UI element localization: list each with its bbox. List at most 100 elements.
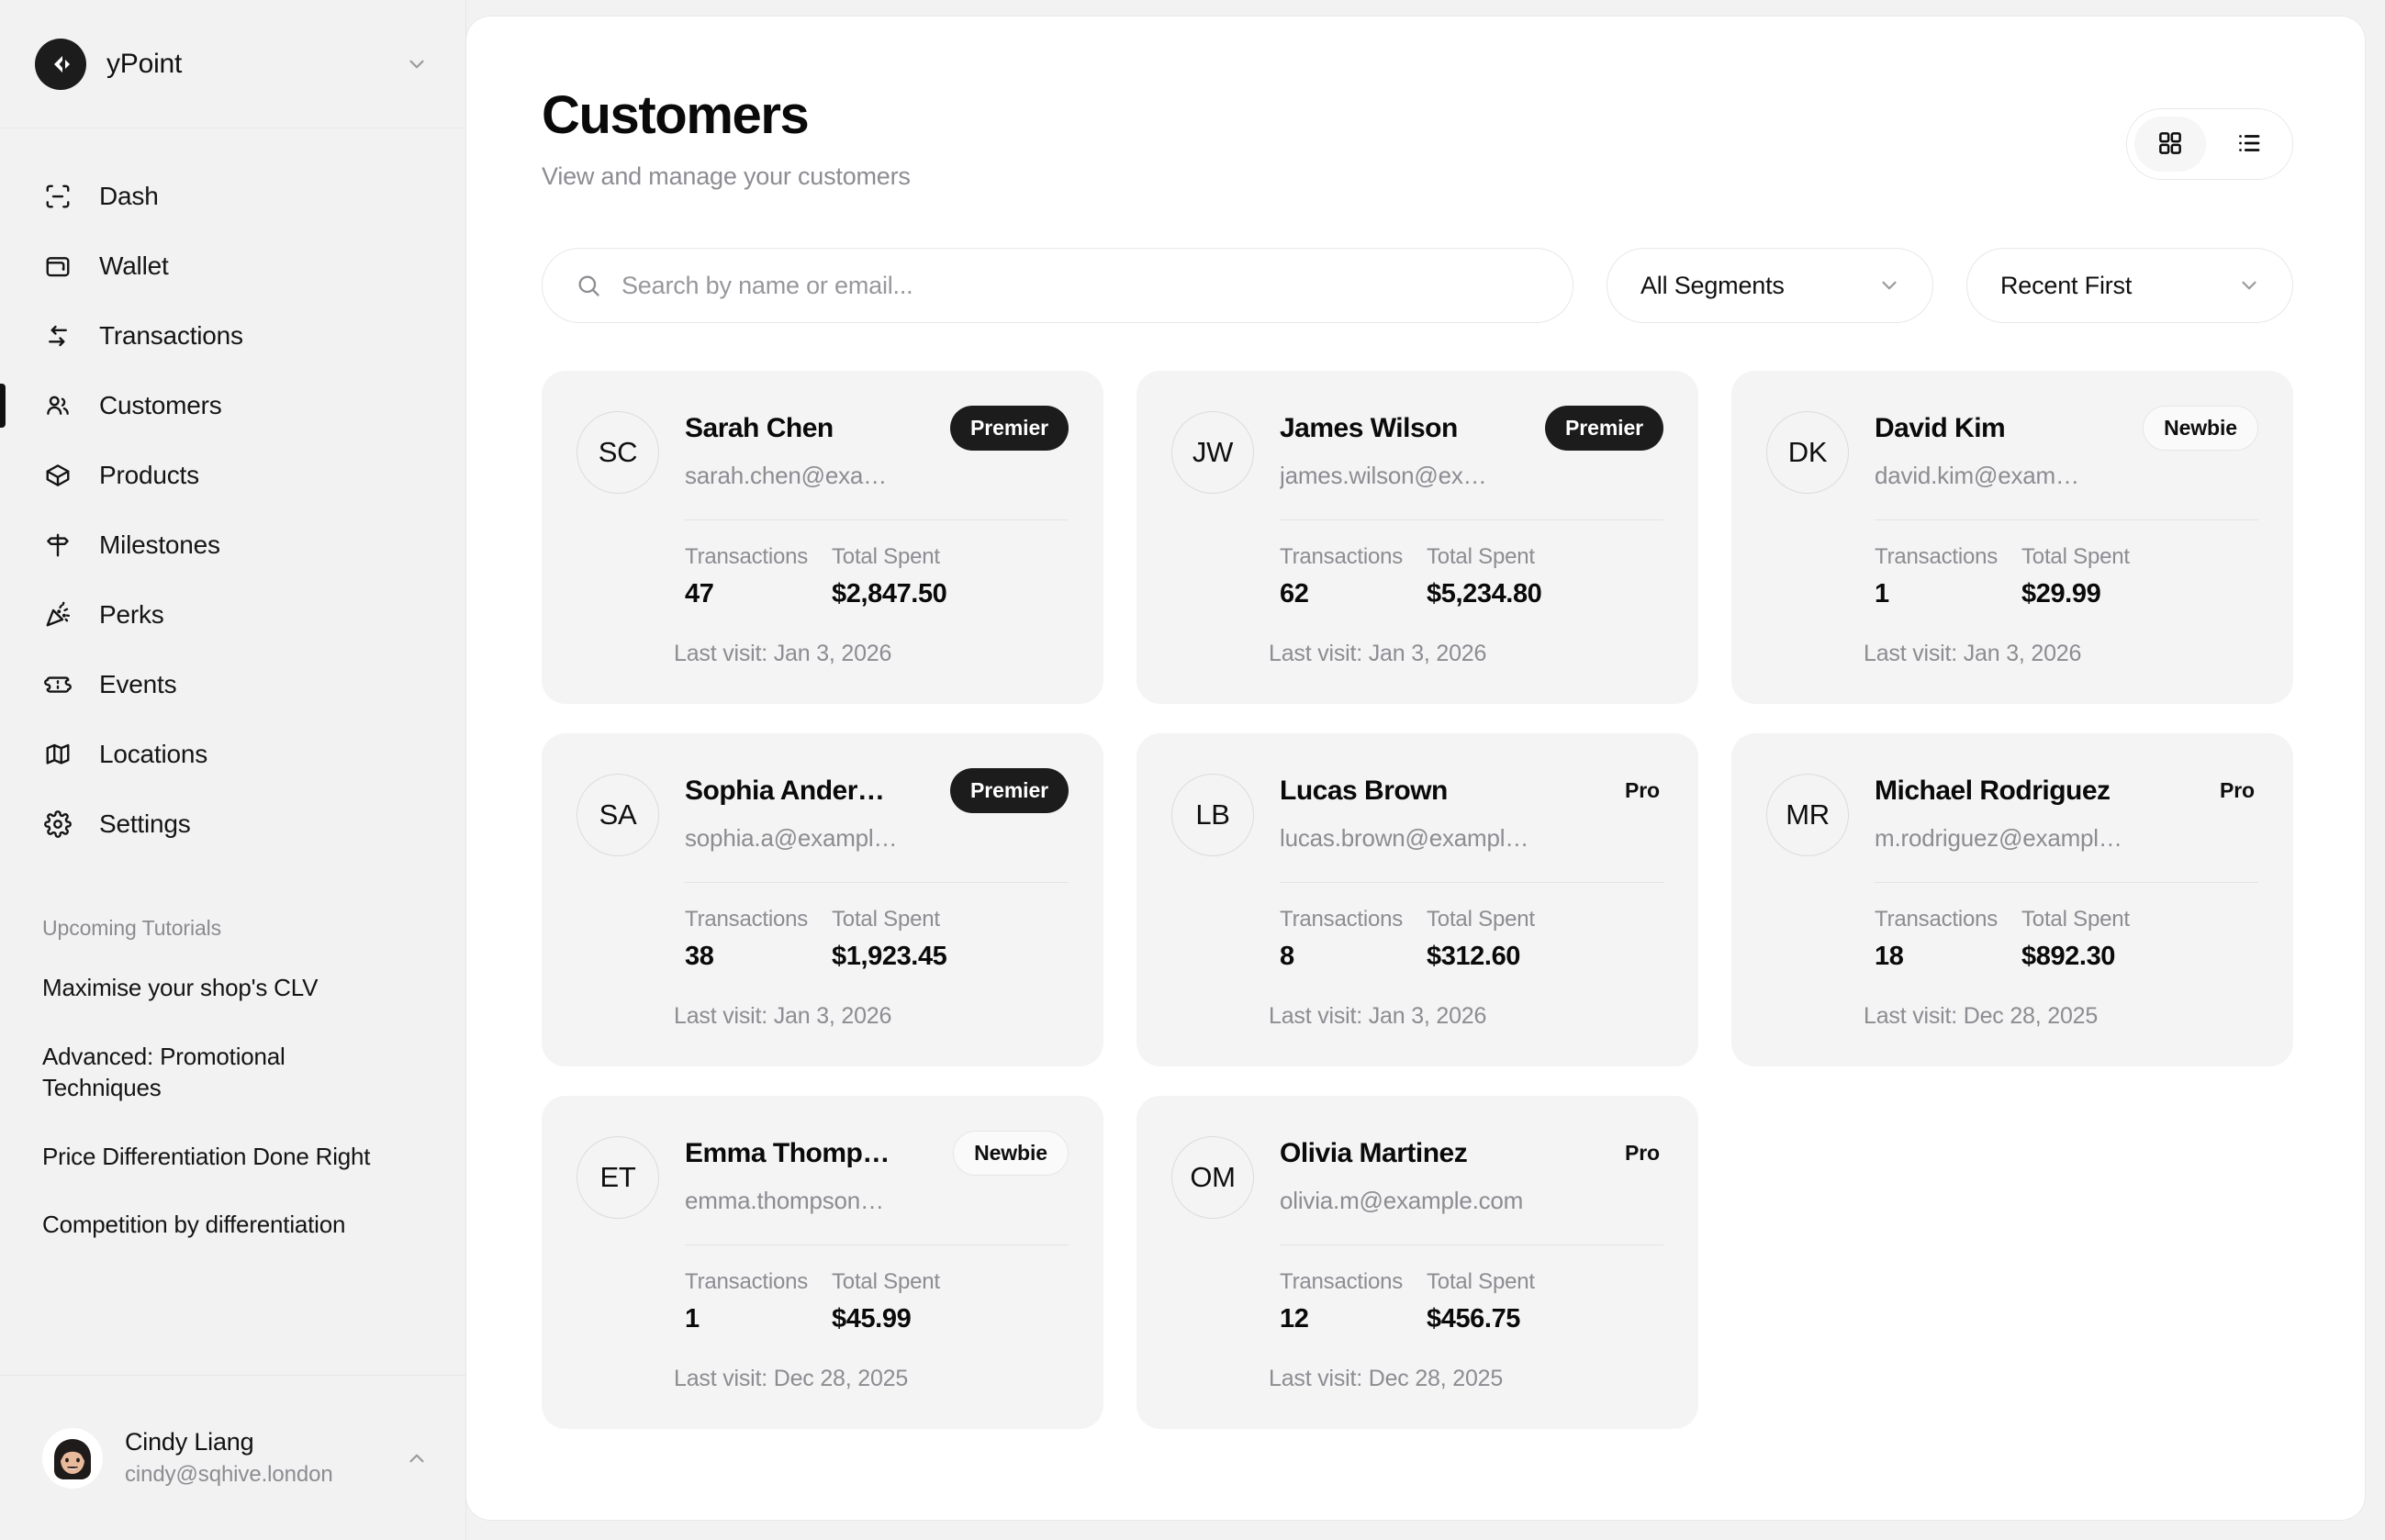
tutorial-link[interactable]: Maximise your shop's CLV (42, 974, 319, 1001)
sidebar-item-events[interactable]: Events (0, 650, 465, 720)
sidebar-item-label: Customers (99, 391, 222, 419)
tutorial-link[interactable]: Advanced: Promotional Techniques (42, 1042, 286, 1102)
card-stats: Transactions 62 Total Spent $5,234.80 (1280, 544, 1663, 609)
customer-email: olivia.m@example.com (1280, 1187, 1524, 1214)
sort-select-value: Recent First (2000, 271, 2133, 299)
card-divider (1875, 519, 2258, 520)
page-subtitle: View and manage your customers (542, 162, 911, 190)
tutorial-link[interactable]: Price Differentiation Done Right (42, 1142, 371, 1170)
card-divider (1280, 882, 1663, 883)
avatar-initials-text: ET (599, 1161, 636, 1193)
page-title: Customers (542, 85, 810, 145)
stat-label: Total Spent (832, 544, 940, 569)
chevron-down-icon[interactable] (405, 52, 429, 76)
avatar-initials: JW (1171, 411, 1254, 494)
brand-name: yPoint (106, 48, 183, 79)
customer-card[interactable]: MR Michael Rodriguez Pro m.rodriguez@exampl… (1731, 733, 2293, 1066)
customer-card[interactable]: OM Olivia Martinez Pro olivia.m@example.com… (1137, 1096, 1698, 1429)
sidebar-item-locations[interactable]: Locations (0, 720, 465, 789)
sidebar-item-milestones[interactable]: Milestones (0, 510, 465, 580)
segment-select-value: All Segments (1640, 271, 1785, 299)
stat-total-spent: Total Spent $5,234.80 (1427, 544, 1542, 609)
customer-grid: SC Sarah Chen Premier sarah.chen@exa… Transa… (542, 371, 2293, 1429)
sidebar-item-label: Events (99, 670, 177, 698)
tutorial-link[interactable]: Competition by differentiation (42, 1211, 346, 1239)
list-view-button[interactable] (2213, 117, 2285, 172)
transfer-arrows-icon (42, 320, 73, 352)
customer-card[interactable]: ET Emma Thomp… Newbie emma.thompson… Transac… (542, 1096, 1103, 1429)
search-icon (576, 273, 601, 298)
search-input[interactable] (621, 271, 1540, 300)
stat-value: 62 (1280, 579, 1309, 608)
sidebar-item-label: Products (99, 461, 199, 489)
name-badge-row: Michael Rodriguez Pro (1875, 768, 2258, 813)
map-icon (42, 739, 73, 770)
card-top: LB Lucas Brown Pro lucas.brown@exampl… (1171, 768, 1663, 856)
customer-name: Sarah Chen (685, 412, 834, 443)
customer-email: james.wilson@ex… (1280, 462, 1487, 489)
name-badge-row: Sarah Chen Premier (685, 406, 1069, 451)
card-stats: Transactions 38 Total Spent $1,923.45 (685, 907, 1069, 972)
card-divider (685, 1244, 1069, 1245)
brand-switcher[interactable]: yPoint (0, 0, 465, 128)
card-top: DK David Kim Newbie david.kim@exam… (1766, 406, 2258, 494)
customer-card[interactable]: LB Lucas Brown Pro lucas.brown@exampl… Trans… (1137, 733, 1698, 1066)
name-badge-row: James Wilson Premier (1280, 406, 1663, 451)
stat-label: Transactions (1875, 544, 1999, 569)
customer-card[interactable]: JW James Wilson Premier james.wilson@ex… Tra… (1137, 371, 1698, 704)
customer-email: emma.thompson… (685, 1187, 884, 1214)
segment-select[interactable]: All Segments (1607, 248, 1933, 323)
stat-total-spent: Total Spent $312.60 (1427, 907, 1535, 972)
customer-card[interactable]: SA Sophia Ander… Premier sophia.a@exampl… Tr… (542, 733, 1103, 1066)
customer-name: James Wilson (1280, 412, 1458, 443)
stat-label: Transactions (1875, 907, 1999, 932)
sidebar-item-perks[interactable]: Perks (0, 580, 465, 650)
sidebar-item-label: Milestones (99, 530, 220, 559)
stat-label: Transactions (685, 1269, 809, 1294)
customer-identity: Emma Thomp… Newbie emma.thompson… (685, 1131, 1069, 1215)
avatar-initials-text: SA (599, 798, 637, 831)
sort-select[interactable]: Recent First (1966, 248, 2293, 323)
stat-total-spent: Total Spent $29.99 (2021, 544, 2130, 609)
stat-value: 1 (685, 1304, 700, 1334)
search-container[interactable] (542, 248, 1573, 323)
stat-label: Total Spent (832, 907, 940, 932)
sidebar-item-transactions[interactable]: Transactions (0, 301, 465, 371)
avatar-initials: DK (1766, 411, 1849, 494)
profile-name: Cindy Liang (125, 1428, 254, 1456)
stat-value: 38 (685, 942, 714, 971)
sidebar-item-customers[interactable]: Customers (0, 371, 465, 441)
customer-identity: David Kim Newbie david.kim@exam… (1875, 406, 2258, 490)
stat-total-spent: Total Spent $1,923.45 (832, 907, 947, 972)
customer-name: Olivia Martinez (1280, 1137, 1468, 1168)
avatar-initials: OM (1171, 1136, 1254, 1219)
user-profile-button[interactable]: Cindy Liang cindy@sqhive.london (0, 1375, 465, 1540)
sidebar-item-settings[interactable]: Settings (0, 789, 465, 859)
stat-label: Transactions (1280, 544, 1404, 569)
grid-view-button[interactable] (2134, 117, 2206, 172)
upcoming-tutorials: Upcoming Tutorials Maximise your shop's … (0, 916, 465, 1241)
stat-value: $892.30 (2021, 942, 2116, 971)
avatar-initials-text: SC (598, 436, 638, 468)
sidebar-item-products[interactable]: Products (0, 441, 465, 510)
box-icon (42, 460, 73, 491)
customer-identity: Lucas Brown Pro lucas.brown@exampl… (1280, 768, 1663, 853)
sidebar-item-wallet[interactable]: Wallet (0, 231, 465, 301)
sidebar-item-dash[interactable]: Dash (0, 162, 465, 231)
card-stats: Transactions 8 Total Spent $312.60 (1280, 907, 1663, 972)
customer-card[interactable]: DK David Kim Newbie david.kim@exam… Transact… (1731, 371, 2293, 704)
party-popper-icon (42, 599, 73, 631)
status-badge: Pro (1624, 778, 1660, 802)
chevron-up-icon[interactable] (405, 1446, 429, 1470)
avatar-initials: LB (1171, 774, 1254, 856)
stat-value: $456.75 (1427, 1304, 1521, 1334)
name-badge-row: Lucas Brown Pro (1280, 768, 1663, 813)
card-stats: Transactions 18 Total Spent $892.30 (1875, 907, 2258, 972)
avatar-initials-text: DK (1787, 436, 1828, 468)
status-badge: Pro (1624, 1141, 1660, 1165)
sidebar-item-label: Wallet (99, 251, 169, 280)
customer-card[interactable]: SC Sarah Chen Premier sarah.chen@exa… Transa… (542, 371, 1103, 704)
customer-name: David Kim (1875, 412, 2006, 443)
avatar-initials: ET (577, 1136, 659, 1219)
profile-text: Cindy Liang cindy@sqhive.london (125, 1428, 383, 1488)
